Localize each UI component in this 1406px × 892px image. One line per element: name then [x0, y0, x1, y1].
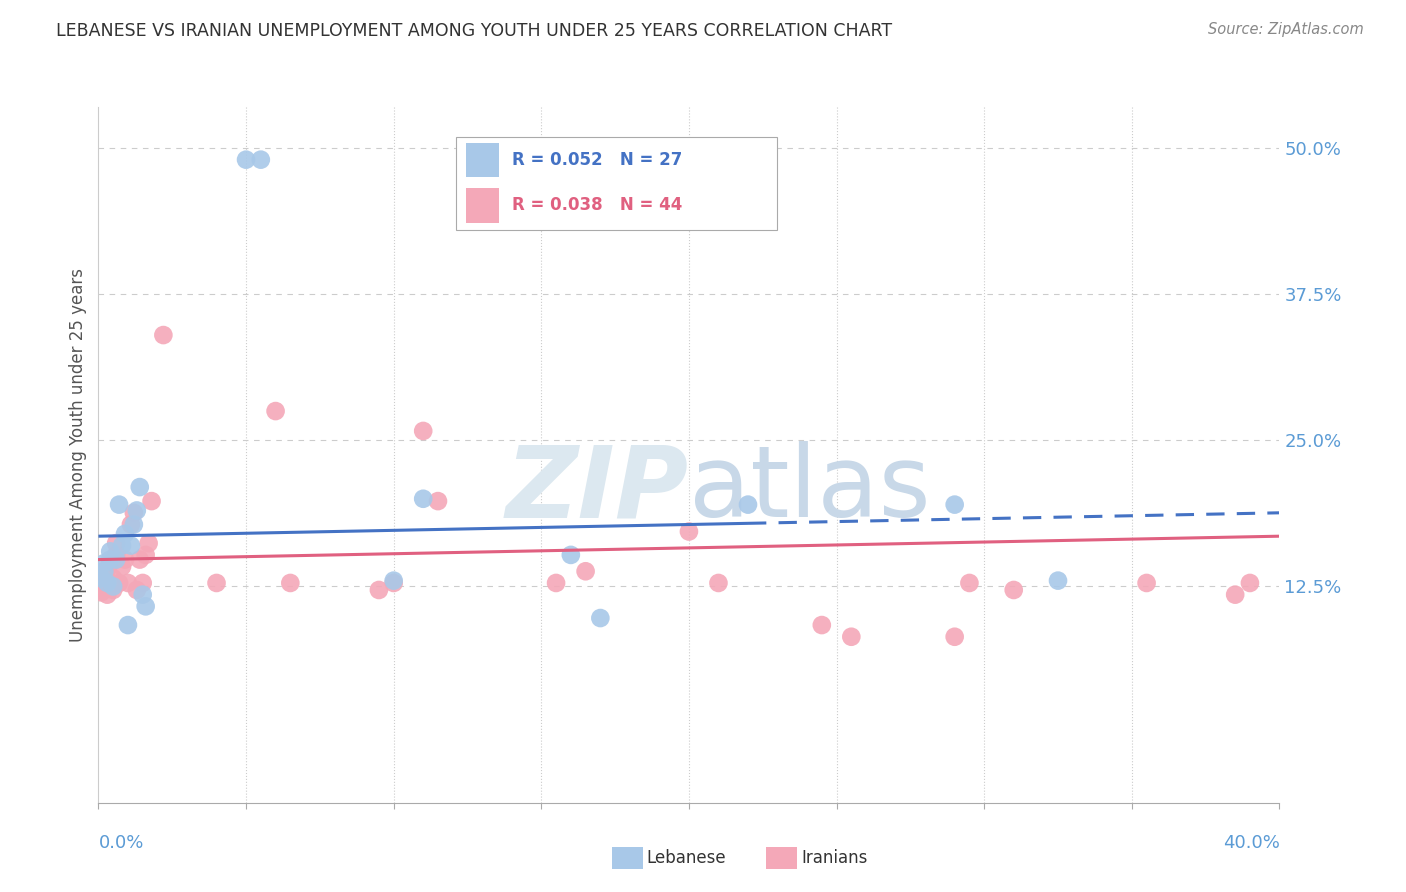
Point: [560, 548, 582, 562]
Point: [90, 571, 112, 585]
Point: [93, 556, 115, 570]
Text: atlas: atlas: [689, 442, 931, 538]
Text: Iranians: Iranians: [801, 849, 868, 867]
Point: [122, 517, 145, 532]
Text: 0.0%: 0.0%: [98, 834, 143, 852]
Point: [278, 576, 302, 591]
Point: [1223, 588, 1246, 602]
Point: [135, 599, 157, 614]
Point: [122, 506, 145, 520]
Point: [93, 564, 115, 578]
Point: [105, 548, 128, 562]
Point: [544, 576, 567, 591]
Point: [574, 564, 596, 578]
Point: [96, 576, 118, 591]
Point: [1046, 574, 1069, 588]
Point: [125, 503, 148, 517]
Point: [427, 494, 450, 508]
Text: 40.0%: 40.0%: [1223, 834, 1279, 852]
Point: [959, 576, 981, 591]
Point: [132, 588, 155, 602]
Point: [943, 498, 966, 512]
Point: [412, 424, 434, 438]
Text: Lebanese: Lebanese: [647, 849, 727, 867]
Point: [412, 491, 434, 506]
Point: [152, 328, 174, 343]
Point: [98, 544, 121, 558]
Point: [128, 480, 150, 494]
Point: [114, 552, 136, 566]
Point: [108, 576, 131, 591]
Point: [117, 618, 139, 632]
Point: [1002, 582, 1025, 597]
Point: [120, 517, 142, 532]
Point: [103, 579, 125, 593]
Point: [93, 564, 115, 578]
Point: [250, 153, 273, 167]
Point: [382, 576, 405, 591]
Point: [839, 630, 862, 644]
Text: ZIP: ZIP: [506, 442, 689, 538]
Point: [135, 548, 157, 562]
Point: [810, 618, 832, 632]
Point: [235, 153, 257, 167]
Point: [98, 552, 121, 566]
Point: [943, 630, 966, 644]
Point: [117, 576, 139, 591]
Point: [141, 494, 163, 508]
Point: [111, 539, 134, 553]
Text: LEBANESE VS IRANIAN UNEMPLOYMENT AMONG YOUTH UNDER 25 YEARS CORRELATION CHART: LEBANESE VS IRANIAN UNEMPLOYMENT AMONG Y…: [56, 22, 893, 40]
Point: [93, 579, 115, 593]
Point: [138, 536, 160, 550]
Point: [111, 559, 134, 574]
Point: [105, 536, 128, 550]
Point: [368, 582, 391, 597]
Point: [98, 576, 121, 591]
Point: [103, 571, 125, 585]
Point: [678, 524, 700, 539]
Point: [128, 552, 150, 566]
Point: [108, 498, 131, 512]
Point: [90, 571, 112, 585]
Point: [125, 582, 148, 597]
Point: [264, 404, 287, 418]
Point: [132, 576, 155, 591]
Point: [90, 585, 112, 599]
Point: [96, 588, 118, 602]
Point: [382, 574, 405, 588]
Point: [1239, 576, 1261, 591]
Point: [737, 498, 759, 512]
Point: [707, 576, 730, 591]
Point: [1135, 576, 1157, 591]
Point: [98, 556, 121, 570]
Point: [105, 552, 128, 566]
Point: [589, 611, 612, 625]
Point: [96, 562, 118, 576]
Point: [103, 582, 125, 597]
Text: Source: ZipAtlas.com: Source: ZipAtlas.com: [1208, 22, 1364, 37]
Y-axis label: Unemployment Among Youth under 25 years: Unemployment Among Youth under 25 years: [69, 268, 87, 642]
Point: [205, 576, 228, 591]
Point: [120, 539, 142, 553]
Point: [114, 526, 136, 541]
